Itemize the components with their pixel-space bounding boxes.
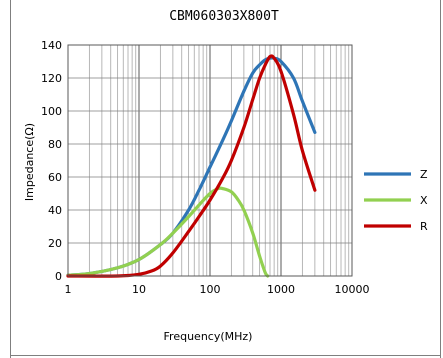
legend-label-z: Z <box>420 168 428 181</box>
legend-label-x: X <box>420 194 428 207</box>
x-tick-label: 1000 <box>267 283 295 296</box>
y-tick-label: 100 <box>41 105 62 118</box>
x-axis-label: Frequency(MHz) <box>164 330 253 343</box>
y-tick-label: 140 <box>41 39 62 52</box>
y-tick-label: 0 <box>55 270 62 283</box>
y-tick-label: 40 <box>48 204 62 217</box>
x-tick-label: 100 <box>200 283 221 296</box>
x-tick-label: 10 <box>132 283 146 296</box>
legend: ZXR <box>364 168 428 233</box>
series-line-r <box>66 54 317 278</box>
plot-area-border <box>67 44 353 277</box>
x-tick-label: 10000 <box>335 283 370 296</box>
series-line-x <box>66 186 270 278</box>
legend-label-r: R <box>420 220 428 233</box>
y-tick-label: 60 <box>48 171 62 184</box>
axes: 1 10 100 1000 10000 0 20 40 60 80 100 120 140 <box>41 39 370 296</box>
y-tick-label: 20 <box>48 237 62 250</box>
grid <box>67 44 353 277</box>
x-tick-label: 1 <box>65 283 72 296</box>
y-axis-label: Impedance(Ω) <box>23 123 36 201</box>
chart-title: CBM060303X800T <box>169 9 279 24</box>
series-layer <box>66 54 317 278</box>
y-tick-label: 120 <box>41 72 62 85</box>
y-tick-label: 80 <box>48 138 62 151</box>
